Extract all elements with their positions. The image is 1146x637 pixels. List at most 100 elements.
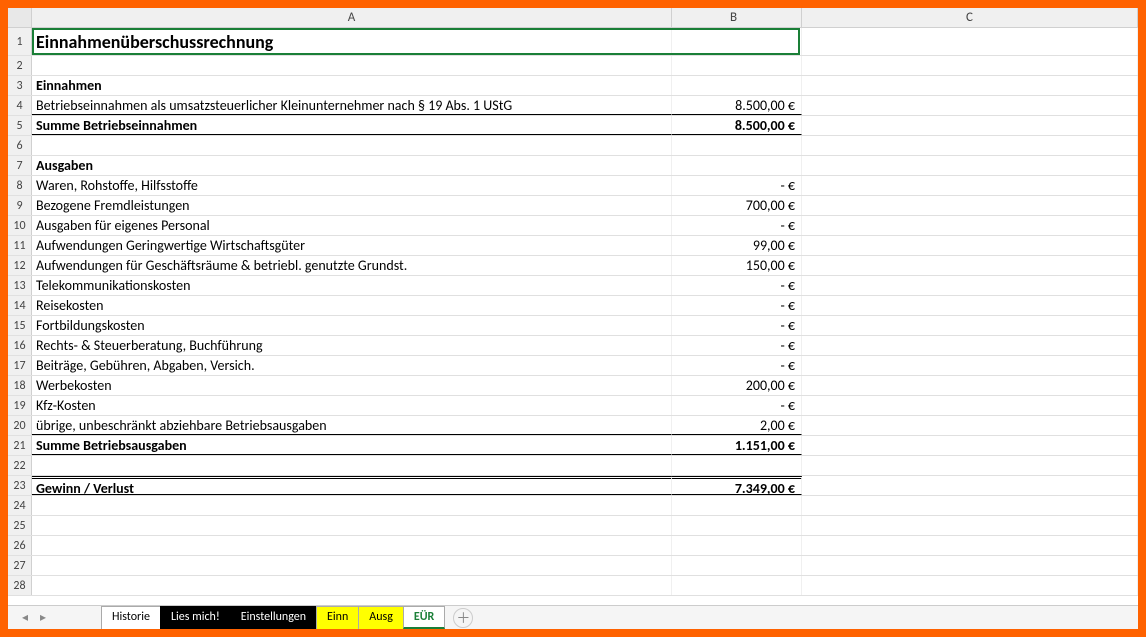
row-header[interactable]: 22 (8, 456, 32, 475)
sheet-tab[interactable]: EÜR (403, 606, 445, 629)
cell-b[interactable] (672, 56, 802, 75)
cell-b[interactable] (672, 136, 802, 155)
cell-c[interactable] (802, 176, 1138, 195)
cell-c[interactable] (802, 436, 1138, 455)
col-header-b[interactable]: B (672, 8, 802, 27)
cell-c[interactable] (802, 496, 1138, 515)
cell-b[interactable]: - € (672, 356, 802, 375)
cell-b[interactable]: - € (672, 296, 802, 315)
row-header[interactable]: 7 (8, 156, 32, 175)
cell-b[interactable] (672, 76, 802, 95)
cell-b[interactable] (672, 156, 802, 175)
cell-a[interactable]: Rechts- & Steuerberatung, Buchführung (32, 336, 672, 355)
cell-a[interactable]: Fortbildungskosten (32, 316, 672, 335)
cell-c[interactable] (802, 456, 1138, 475)
cell-b[interactable]: - € (672, 276, 802, 295)
cell-a[interactable]: Kfz-Kosten (32, 396, 672, 415)
cell-b[interactable]: 8.500,00 € (672, 96, 802, 115)
cell-b[interactable]: 2,00 € (672, 416, 802, 435)
cell-c[interactable] (802, 256, 1138, 275)
row-header[interactable]: 3 (8, 76, 32, 95)
cell-a[interactable]: Betriebseinnahmen als umsatzsteuerlicher… (32, 96, 672, 115)
row-header[interactable]: 23 (8, 476, 32, 495)
add-sheet-button[interactable]: ＋ (453, 608, 473, 628)
cell-c[interactable] (802, 476, 1138, 495)
cell-c[interactable] (802, 396, 1138, 415)
cell-b[interactable] (672, 536, 802, 555)
row-header[interactable]: 20 (8, 416, 32, 435)
cell-a[interactable]: Waren, Rohstoffe, Hilfsstoffe (32, 176, 672, 195)
cell-c[interactable] (802, 376, 1138, 395)
cell-c[interactable] (802, 276, 1138, 295)
row-header[interactable]: 17 (8, 356, 32, 375)
row-header[interactable]: 14 (8, 296, 32, 315)
cell-a[interactable] (32, 576, 672, 595)
cell-b[interactable]: 8.500,00 € (672, 116, 802, 135)
cell-c[interactable] (802, 156, 1138, 175)
cell-c[interactable] (802, 56, 1138, 75)
row-header[interactable]: 8 (8, 176, 32, 195)
row-header[interactable]: 16 (8, 336, 32, 355)
cell-a[interactable] (32, 536, 672, 555)
cell-a[interactable]: Einnahmenüberschussrechnung (32, 28, 672, 55)
cell-b[interactable] (672, 496, 802, 515)
row-header[interactable]: 5 (8, 116, 32, 135)
cell-a[interactable] (32, 56, 672, 75)
cell-c[interactable] (802, 516, 1138, 535)
row-header[interactable]: 12 (8, 256, 32, 275)
cell-c[interactable] (802, 216, 1138, 235)
row-header[interactable]: 27 (8, 556, 32, 575)
cell-c[interactable] (802, 28, 1138, 55)
cell-c[interactable] (802, 236, 1138, 255)
cell-a[interactable]: Summe Betriebseinnahmen (32, 116, 672, 135)
cell-b[interactable]: - € (672, 176, 802, 195)
cell-b[interactable] (672, 576, 802, 595)
cell-b[interactable]: 700,00 € (672, 196, 802, 215)
sheet-tab[interactable]: Einstellungen (230, 606, 317, 629)
cell-c[interactable] (802, 136, 1138, 155)
cell-a[interactable]: Bezogene Fremdleistungen (32, 196, 672, 215)
cell-b[interactable]: 99,00 € (672, 236, 802, 255)
cell-a[interactable]: Reisekosten (32, 296, 672, 315)
cell-c[interactable] (802, 356, 1138, 375)
cell-b[interactable]: 150,00 € (672, 256, 802, 275)
cell-b[interactable] (672, 516, 802, 535)
sheet-tab[interactable]: Ausg (358, 606, 404, 629)
cell-a[interactable]: übrige, unbeschränkt abziehbare Betriebs… (32, 416, 672, 435)
col-header-a[interactable]: A (32, 8, 672, 27)
cell-a[interactable]: Telekommunikationskosten (32, 276, 672, 295)
cell-b[interactable] (672, 456, 802, 475)
cell-a[interactable]: Gewinn / Verlust (32, 476, 672, 495)
cell-a[interactable] (32, 556, 672, 575)
sheet-tab[interactable]: Einn (316, 606, 359, 629)
cell-b[interactable]: 7.349,00 € (672, 476, 802, 495)
row-header[interactable]: 24 (8, 496, 32, 515)
cell-a[interactable]: Ausgaben (32, 156, 672, 175)
row-header[interactable]: 1 (8, 28, 32, 55)
cell-c[interactable] (802, 196, 1138, 215)
row-header[interactable]: 2 (8, 56, 32, 75)
col-header-c[interactable]: C (802, 8, 1138, 27)
cell-b[interactable]: 200,00 € (672, 376, 802, 395)
sheet-tab[interactable]: Lies mich! (160, 606, 231, 629)
row-header[interactable]: 25 (8, 516, 32, 535)
cell-c[interactable] (802, 576, 1138, 595)
cell-b[interactable] (672, 556, 802, 575)
cell-a[interactable]: Aufwendungen für Geschäftsräume & betrie… (32, 256, 672, 275)
cell-c[interactable] (802, 556, 1138, 575)
cell-a[interactable]: Einnahmen (32, 76, 672, 95)
cell-a[interactable]: Aufwendungen Geringwertige Wirtschaftsgü… (32, 236, 672, 255)
cell-a[interactable]: Beiträge, Gebühren, Abgaben, Versich. (32, 356, 672, 375)
cell-grid[interactable]: 1Einnahmenüberschussrechnung23Einnahmen4… (8, 28, 1138, 605)
row-header[interactable]: 11 (8, 236, 32, 255)
cell-c[interactable] (802, 116, 1138, 135)
cell-c[interactable] (802, 416, 1138, 435)
cell-a[interactable] (32, 496, 672, 515)
sheet-tab[interactable]: Historie (101, 606, 161, 629)
row-header[interactable]: 21 (8, 436, 32, 455)
cell-a[interactable]: Ausgaben für eigenes Personal (32, 216, 672, 235)
tab-nav-next-icon[interactable]: ▸ (36, 611, 50, 625)
row-header[interactable]: 28 (8, 576, 32, 595)
cell-b[interactable] (672, 28, 802, 55)
cell-c[interactable] (802, 296, 1138, 315)
